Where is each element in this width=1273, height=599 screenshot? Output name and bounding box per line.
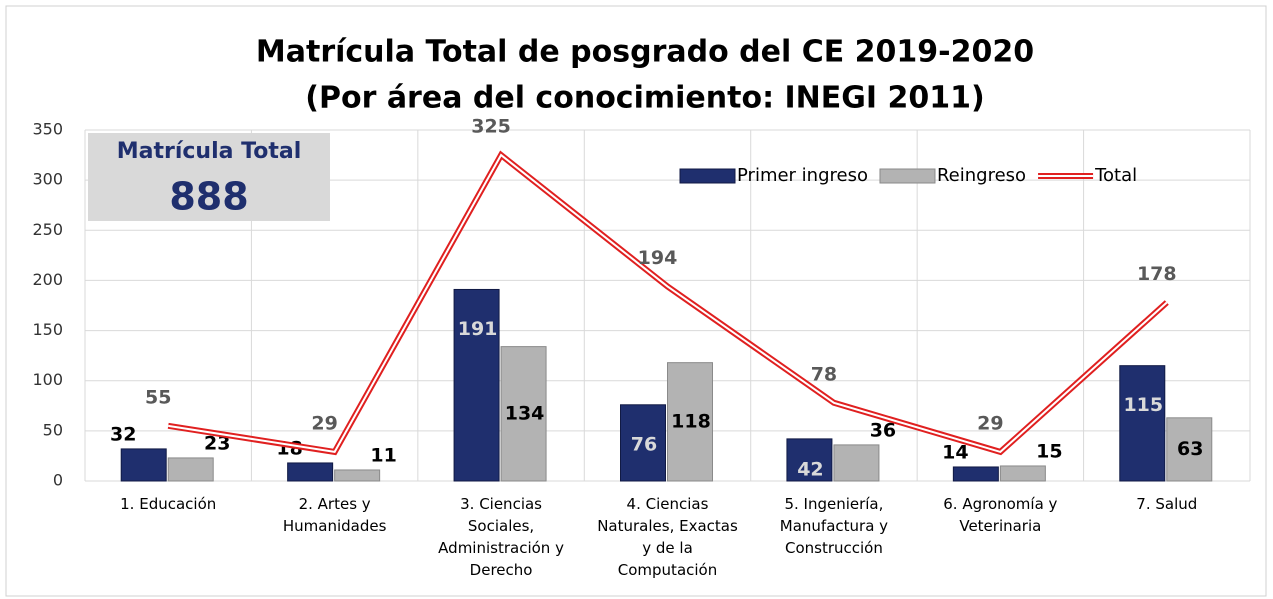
line	[168, 153, 1168, 454]
bar	[120, 448, 167, 482]
y-tick-label: 0	[53, 471, 63, 490]
bar	[1119, 365, 1166, 482]
chart-border	[5, 5, 1267, 597]
legend-label: Reingreso	[937, 165, 1026, 186]
y-tick-label: 250	[32, 220, 63, 239]
x-tick-label: 2. Artes y Humanidades	[282, 495, 387, 535]
bar	[500, 346, 547, 482]
x-tick-label: 5. Ingeniería, Manufactura y Construcció…	[779, 495, 889, 557]
y-tick-label: 150	[32, 320, 63, 339]
bar	[334, 469, 381, 482]
bar	[1166, 417, 1213, 482]
data-label: 134	[505, 402, 545, 424]
data-label: 194	[638, 247, 678, 269]
data-label: 325	[471, 116, 511, 138]
y-tick-label: 200	[32, 270, 63, 289]
data-label: 78	[811, 363, 837, 385]
data-label: 23	[204, 432, 230, 454]
data-label: 14	[942, 441, 968, 463]
x-tick-label: 6. Agronomía y Veterinaria	[943, 495, 1058, 535]
data-label: 191	[458, 318, 498, 340]
x-tick-label: 4. Ciencias Naturales, Exactas y de la C…	[597, 495, 738, 579]
bar	[453, 288, 500, 482]
data-label: 32	[110, 423, 136, 445]
y-tick-label: 100	[32, 370, 63, 389]
bar	[167, 457, 214, 482]
annotation-value: 888	[169, 175, 248, 219]
chart-title: Matrícula Total de posgrado del CE 2019-…	[256, 35, 1034, 70]
bar	[287, 462, 334, 482]
annotation-label: Matrícula Total	[117, 139, 302, 164]
legend-label: Primer ingreso	[737, 165, 868, 186]
legend-swatch	[679, 168, 736, 184]
data-label: 15	[1036, 440, 1062, 462]
x-tick-label: 7. Salud	[1136, 495, 1198, 513]
x-tick-label: 1. Educación	[120, 495, 217, 513]
bar	[620, 404, 666, 482]
bar	[952, 466, 999, 482]
data-label: 11	[370, 444, 396, 466]
bar	[667, 362, 713, 482]
data-label: 42	[797, 458, 823, 480]
data-label: 36	[870, 419, 896, 441]
data-label: 55	[145, 386, 171, 408]
y-tick-label: 350	[32, 120, 63, 139]
data-label: 118	[671, 410, 711, 432]
data-label: 63	[1177, 438, 1203, 460]
y-tick-label: 50	[43, 420, 63, 439]
x-tick-label: 3. Ciencias Sociales, Administración y D…	[438, 495, 564, 579]
data-label: 76	[631, 433, 657, 455]
data-label: 29	[311, 412, 337, 434]
bar	[999, 465, 1046, 482]
bar	[786, 438, 833, 482]
data-label: 115	[1123, 394, 1163, 416]
legend-swatch	[879, 168, 936, 184]
data-label: 29	[977, 412, 1003, 434]
annotation-box	[88, 133, 330, 221]
data-label: 178	[1137, 263, 1177, 285]
legend-label: Total	[1094, 165, 1137, 186]
y-tick-label: 300	[32, 170, 63, 189]
chart-subtitle: (Por área del conocimiento: INEGI 2011)	[305, 81, 984, 116]
bar	[833, 444, 880, 482]
